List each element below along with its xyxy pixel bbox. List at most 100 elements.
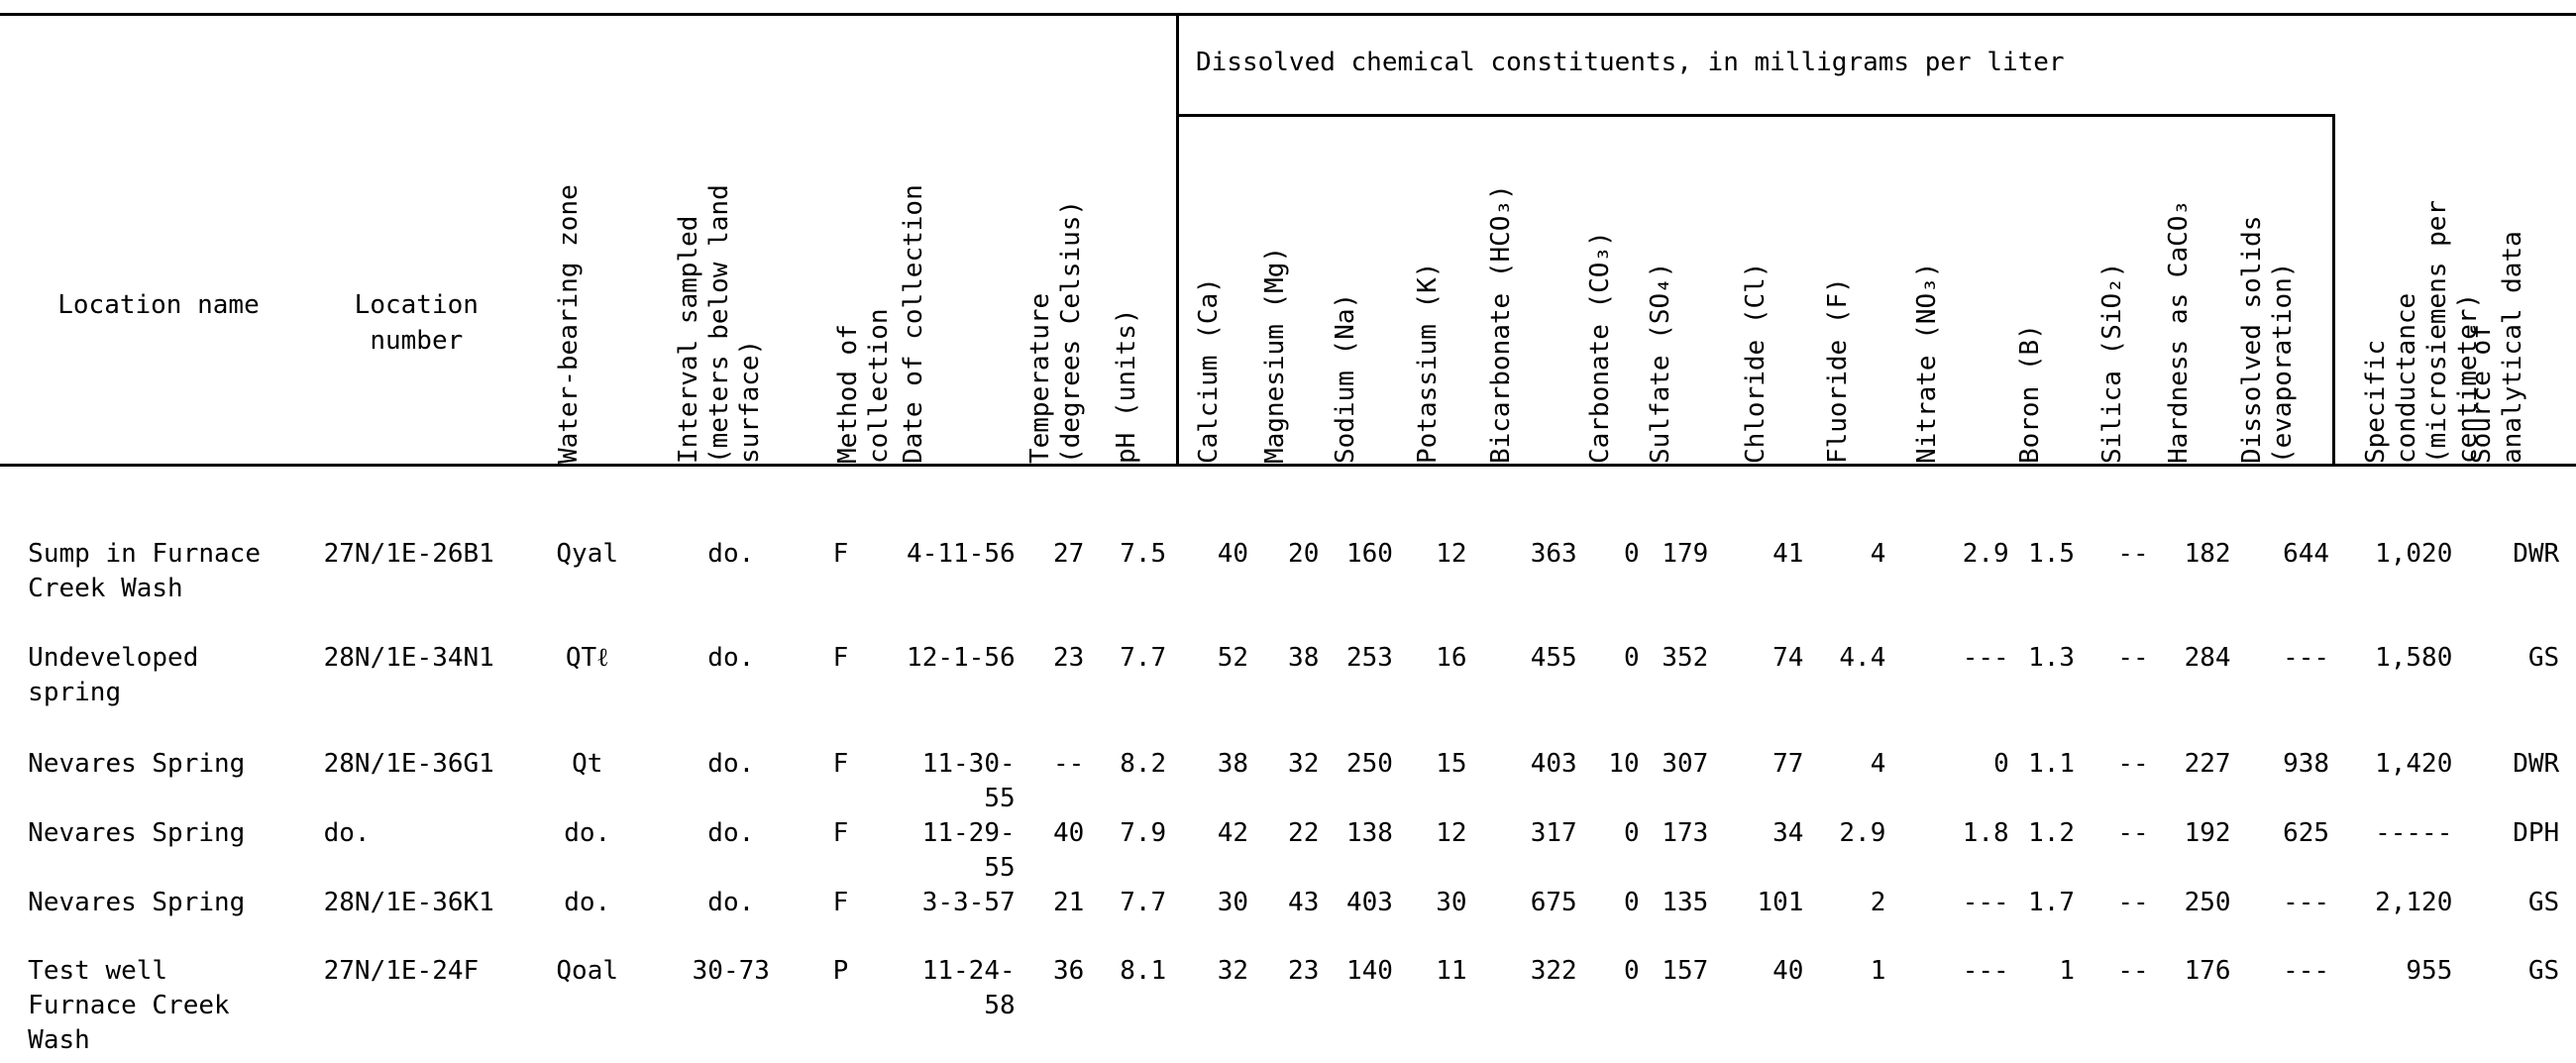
table-cell: 20	[1288, 539, 1320, 570]
table-cell: 227	[2184, 749, 2231, 780]
table-cell: do.	[707, 818, 755, 849]
table-cell: do.	[707, 887, 755, 917]
table-cell: 1.3	[2028, 642, 2076, 673]
table-cell: 16	[1436, 642, 1467, 673]
table-cell: 173	[1662, 818, 1709, 849]
table-cell: do.	[707, 749, 755, 780]
table-cell: 352	[1662, 642, 1709, 673]
table-cell: 21	[1052, 887, 1085, 917]
table-cell: ---	[2283, 956, 2330, 987]
table-cell: --	[2117, 539, 2149, 570]
column-header: Location name	[57, 290, 260, 321]
column-header: Specific conductance (microsiemens per c…	[2360, 199, 2483, 464]
column-header: Temperature (degrees Celsius)	[1024, 199, 1086, 464]
column-header: Chloride (Cl)	[1741, 262, 1771, 464]
table-cell: 30	[1436, 887, 1467, 917]
column-header: Sulfate (SO₄)	[1646, 262, 1676, 464]
table-cell: Undeveloped spring	[28, 642, 199, 707]
table-cell: ---	[2283, 642, 2330, 673]
column-header: Fluoride (F)	[1823, 276, 1854, 464]
table-cell: 2.9	[1962, 539, 2009, 570]
column-header: pH (units)	[1112, 307, 1142, 464]
rule	[0, 13, 2576, 16]
table-cell: 32	[1288, 749, 1320, 780]
table-cell: 4	[1870, 749, 1886, 780]
column-header: Interval sampled (meters below land surf…	[673, 183, 765, 464]
table-cell: 23	[1052, 642, 1085, 673]
table-cell: 74	[1772, 642, 1804, 673]
table-cell: 250	[2184, 887, 2231, 917]
table-cell: F	[832, 539, 849, 570]
table-cell: 1.7	[2028, 887, 2076, 917]
table-cell: ---	[1962, 642, 2009, 673]
table-cell: 38	[1217, 749, 1249, 780]
table-cell: 176	[2184, 956, 2231, 987]
table-cell: 30-73	[692, 956, 770, 987]
table-cell: 955	[2406, 956, 2453, 987]
table-cell: --	[2117, 818, 2149, 849]
table-cell: --	[2117, 956, 2149, 987]
table-cell: 179	[1662, 539, 1709, 570]
table-cell: Nevares Spring	[28, 887, 246, 917]
column-header: Nitrate (NO₃)	[1911, 262, 1942, 464]
table-cell: 1.8	[1962, 818, 2009, 849]
table-cell: 27N/1E-26B1	[323, 539, 494, 570]
table-cell: 30	[1217, 887, 1249, 917]
table-cell: 8.1	[1120, 956, 1167, 987]
table-cell: 138	[1346, 818, 1393, 849]
rule	[1176, 114, 2335, 117]
table-cell: 317	[1530, 818, 1577, 849]
table-cell: 7.9	[1120, 818, 1167, 849]
table-cell: 2	[1870, 887, 1886, 917]
column-header: Calcium (Ca)	[1194, 276, 1225, 464]
table-cell: 135	[1662, 887, 1709, 917]
table-cell: 22	[1288, 818, 1320, 849]
table-cell: 160	[1346, 539, 1393, 570]
table-cell: 34	[1772, 818, 1804, 849]
table-cell: P	[832, 956, 849, 987]
table-cell: DWR	[2513, 749, 2560, 780]
table-cell: DPH	[2513, 818, 2560, 849]
table-cell: Qoal	[556, 956, 619, 987]
table-cell: 4.4	[1839, 642, 1886, 673]
table-cell: 11-24-58	[921, 956, 1016, 1021]
table-cell: 7.7	[1120, 642, 1167, 673]
table-cell: 1	[1870, 956, 1886, 987]
column-header: Sodium (Na)	[1330, 292, 1360, 464]
table-cell: F	[832, 749, 849, 780]
table-cell: 1.1	[2028, 749, 2076, 780]
table-cell: 455	[1530, 642, 1577, 673]
table-cell: --	[2117, 642, 2149, 673]
table-cell: 253	[1346, 642, 1393, 673]
table-cell: 1,020	[2375, 539, 2453, 570]
table-cell: 52	[1217, 642, 1249, 673]
table-cell: 12	[1436, 818, 1467, 849]
table-cell: 0	[1993, 749, 2009, 780]
table-cell: 4	[1870, 539, 1886, 570]
table-cell: 0	[1624, 539, 1640, 570]
rule	[1176, 13, 1179, 466]
table-cell: 8.2	[1120, 749, 1167, 780]
table-cell: 101	[1757, 887, 1804, 917]
table-cell: 12	[1436, 539, 1467, 570]
table-cell: F	[832, 642, 849, 673]
table-cell: F	[832, 818, 849, 849]
table-cell: do.	[564, 818, 611, 849]
table-cell: Nevares Spring	[28, 749, 246, 780]
table-cell: 27N/1E-24F	[323, 956, 480, 987]
table-cell: 11-29-55	[921, 818, 1016, 884]
table-cell: 42	[1217, 818, 1249, 849]
column-header: Boron (B)	[2015, 323, 2046, 464]
table-cell: ---	[1962, 956, 2009, 987]
table-cell: Sump in Furnace Creek Wash	[28, 539, 261, 604]
column-header: Silica (SiO₂)	[2097, 262, 2128, 464]
table-cell: 250	[1346, 749, 1393, 780]
column-header: Magnesium (Mg)	[1259, 246, 1290, 464]
table-cell: Nevares Spring	[28, 818, 246, 849]
table-cell: 1.5	[2028, 539, 2076, 570]
table-cell: 38	[1288, 642, 1320, 673]
table-cell: 1,420	[2375, 749, 2453, 780]
table-cell: 11	[1436, 956, 1467, 987]
table-cell: 157	[1662, 956, 1709, 987]
table-cell: GS	[2527, 956, 2560, 987]
